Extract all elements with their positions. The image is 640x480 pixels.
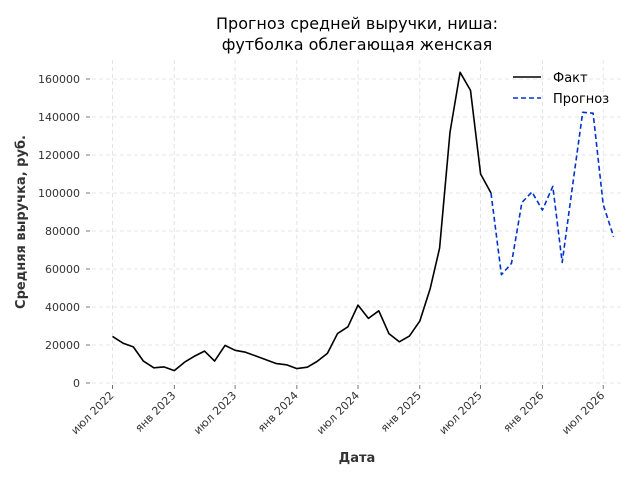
x-tick-label-1: янв 2023: [133, 389, 179, 435]
y-axis-label: Средняя выручка, руб.: [14, 135, 29, 309]
x-axis-ticks: июл 2022 янв 2023 июл 2023 янв 2024 июл 2024…: [69, 385, 607, 437]
x-tick-label-0: июл 2022: [69, 389, 117, 437]
legend: Факт Прогноз: [513, 71, 609, 107]
x-axis-label: Дата: [339, 451, 376, 466]
legend-label-fact: Факт: [553, 71, 588, 86]
y-tick-label-6: 120000: [38, 149, 80, 162]
y-tick-label-2: 40000: [45, 301, 80, 314]
y-tick-label-1: 20000: [45, 339, 80, 352]
x-tick-label-7: янв 2026: [501, 389, 547, 435]
x-tick-label-8: июл 2026: [559, 389, 607, 437]
y-tick-label-8: 160000: [38, 73, 80, 86]
x-tick-label-6: июл 2025: [437, 389, 485, 437]
chart-title-line-1: Прогноз средней выручки, ниша:: [216, 14, 498, 33]
x-tick-label-5: янв 2025: [378, 389, 424, 435]
y-tick-label-7: 140000: [38, 111, 80, 124]
x-tick-label-3: янв 2024: [255, 389, 301, 435]
y-axis-ticks: 0 20000 40000 60000 80000 100000 120000 140000 1…: [38, 73, 90, 390]
y-tick-label-5: 100000: [38, 187, 80, 200]
x-tick-label-4: июл 2024: [314, 389, 362, 437]
y-tick-label-4: 80000: [45, 225, 80, 238]
y-tick-label-3: 60000: [45, 263, 80, 276]
series-line-0: [112, 71, 492, 372]
grid: [92, 60, 624, 384]
series-line-1: [490, 111, 615, 276]
y-tick-label-0: 0: [73, 377, 80, 390]
legend-label-forecast: Прогноз: [553, 92, 609, 107]
series-lines: [112, 71, 615, 372]
x-tick-label-2: июл 2023: [191, 389, 239, 437]
chart-title-line-2: футболка облегающая женская: [222, 35, 493, 54]
